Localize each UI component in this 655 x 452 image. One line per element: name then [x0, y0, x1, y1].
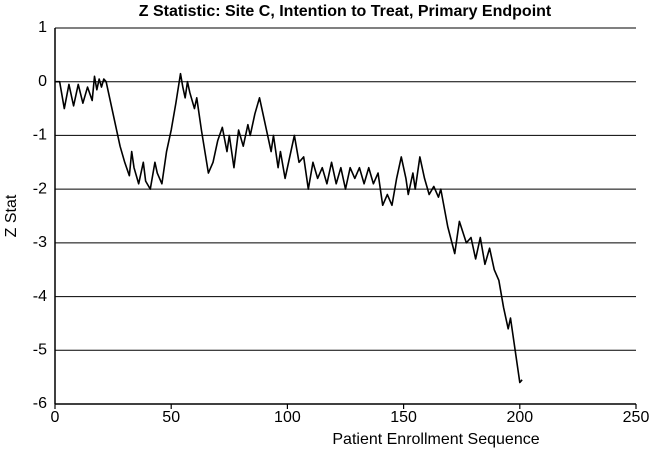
x-tick-label: 100	[274, 409, 301, 426]
y-tick-label: -1	[33, 127, 47, 144]
y-tick-label: 0	[38, 73, 47, 90]
x-tick-label: 250	[623, 409, 650, 426]
y-tick-label: -3	[33, 234, 47, 251]
x-tick-label: 150	[390, 409, 417, 426]
y-axis-label: Z Stat	[3, 194, 20, 237]
y-tick-label: -4	[33, 288, 47, 305]
x-tick-label: 50	[162, 409, 180, 426]
x-tick-label: 0	[51, 409, 60, 426]
y-tick-label: -6	[33, 395, 47, 412]
data-line	[55, 72, 523, 384]
y-tick-label: -2	[33, 180, 47, 197]
chart-title: Z Statistic: Site C, Intention to Treat,…	[139, 3, 552, 20]
y-tick-label: 1	[38, 19, 47, 36]
x-tick-label: 200	[506, 409, 533, 426]
y-tick-label: -5	[33, 342, 47, 359]
x-axis-label: Patient Enrollment Sequence	[332, 431, 539, 448]
